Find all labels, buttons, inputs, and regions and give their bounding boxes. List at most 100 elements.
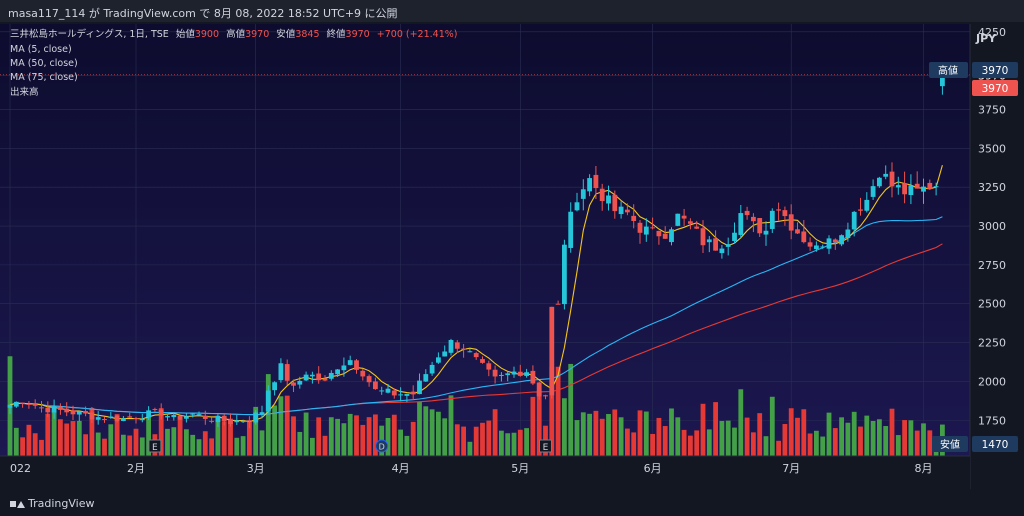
volume-bar — [562, 398, 567, 456]
volume-bar — [826, 412, 832, 456]
volume-bar — [782, 424, 788, 456]
time-tick-5月: 5月 — [511, 462, 529, 475]
volume-bar — [442, 418, 448, 456]
volume-bar — [146, 416, 151, 456]
volume-bar — [215, 416, 221, 456]
candle-body — [114, 415, 120, 422]
time-tick-3月: 3月 — [247, 462, 265, 475]
candle-body — [461, 348, 466, 350]
candle-body — [625, 209, 630, 213]
volume-bar — [681, 429, 687, 456]
candle-body — [322, 378, 328, 381]
volume-bar — [839, 417, 844, 456]
legend-low-label: 安値 — [276, 28, 296, 40]
candle-body — [927, 182, 933, 190]
dividend-marker-label: D — [379, 443, 385, 452]
volume-bar — [102, 438, 107, 456]
volume-bar — [473, 426, 479, 456]
earnings-marker — [539, 439, 552, 453]
volume-bar — [385, 417, 391, 456]
chart-frame[interactable]: E E D 三井松島ホールディングス, 1日, TSE 始値3900 高値3970 … — [0, 24, 1024, 489]
candle-body — [215, 415, 221, 423]
candle-body — [536, 382, 542, 397]
volume-bar — [429, 409, 435, 456]
volume-bar — [788, 408, 794, 456]
candle-body — [681, 215, 687, 219]
volume-bar — [505, 433, 511, 456]
candle-body — [152, 408, 158, 410]
currency-label: JPY — [975, 32, 997, 45]
price-tick-3750: 3750 — [978, 103, 1006, 116]
volume-bar — [39, 439, 44, 456]
legend-ma5: MA (5, close) — [10, 44, 72, 55]
volume-bar — [89, 407, 95, 456]
high-badge-label: 高値 — [938, 64, 958, 77]
tradingview-logo[interactable]: TradingView — [10, 497, 94, 510]
tradingview-brand: TradingView — [28, 497, 95, 510]
candle-body — [776, 209, 781, 211]
volume-bar — [814, 430, 819, 456]
volume-bar — [511, 432, 517, 456]
candle-body — [599, 188, 605, 202]
candle-body — [76, 411, 82, 415]
candle-body — [549, 306, 555, 396]
candle-body — [895, 185, 901, 188]
candle-body — [20, 402, 25, 404]
candle-body — [95, 417, 101, 420]
legend-open-label: 始値 — [176, 28, 196, 40]
candle-body — [782, 210, 788, 217]
svg-text:三井松島ホールディングス, 1日, TSE 始値: 三井松島ホールディングス, 1日, TSE 始値3900 高値3970 安値38… — [10, 28, 457, 40]
volume-bar — [732, 427, 737, 456]
candle-body — [694, 226, 700, 229]
volume-bar — [13, 427, 19, 456]
volume-bar — [694, 430, 700, 456]
candle-body — [713, 238, 718, 251]
price-tick-3000: 3000 — [978, 220, 1006, 233]
volume-bar — [549, 366, 555, 456]
publish-bar: masa117_114 が TradingView.com で 8月 08, 2… — [0, 0, 1024, 22]
candle-body — [335, 369, 340, 375]
volume-bar — [209, 438, 214, 456]
candle-body — [858, 209, 863, 211]
volume-bar — [713, 402, 718, 456]
candle-body — [265, 390, 271, 411]
candle-body — [366, 376, 372, 383]
candle-body — [146, 410, 151, 418]
volume-bar — [832, 428, 838, 456]
candle-body — [360, 370, 366, 377]
candle-body — [429, 364, 435, 374]
candle-body — [940, 75, 945, 87]
candle-body — [643, 226, 649, 235]
candle-body — [492, 369, 498, 377]
legend-close-label: 終値 — [327, 28, 347, 40]
candle-body — [499, 374, 504, 376]
earnings-marker-label: E — [152, 443, 158, 453]
candle-body — [864, 199, 870, 211]
candle-body — [436, 357, 441, 363]
candle-body — [7, 404, 13, 408]
candle-body — [32, 403, 38, 406]
candle-body — [688, 221, 693, 224]
volume-bar — [20, 437, 25, 456]
candle-body — [316, 373, 322, 381]
volume-bar — [637, 410, 643, 456]
candle-body — [391, 390, 397, 396]
volume-bar — [675, 417, 681, 456]
volume-bar — [618, 417, 624, 456]
candle-body — [914, 183, 920, 189]
chart-svg[interactable]: E E D 三井松島ホールディングス, 1日, TSE 始値3900 高値3970 … — [0, 24, 1024, 489]
candle-body — [524, 372, 529, 376]
volume-bar — [391, 414, 397, 456]
candle-body — [669, 229, 674, 243]
candle-body — [763, 230, 769, 235]
candle-body — [121, 418, 126, 422]
candle-body — [662, 233, 668, 239]
candle-body — [618, 206, 624, 215]
volume-bar — [335, 418, 340, 456]
volume-bar — [669, 408, 674, 456]
volume-bar — [366, 417, 372, 456]
candle-body — [209, 420, 214, 422]
candle-body — [171, 414, 177, 418]
volume-bar — [423, 406, 429, 456]
low-badge: 安値 1470 — [932, 436, 1018, 452]
